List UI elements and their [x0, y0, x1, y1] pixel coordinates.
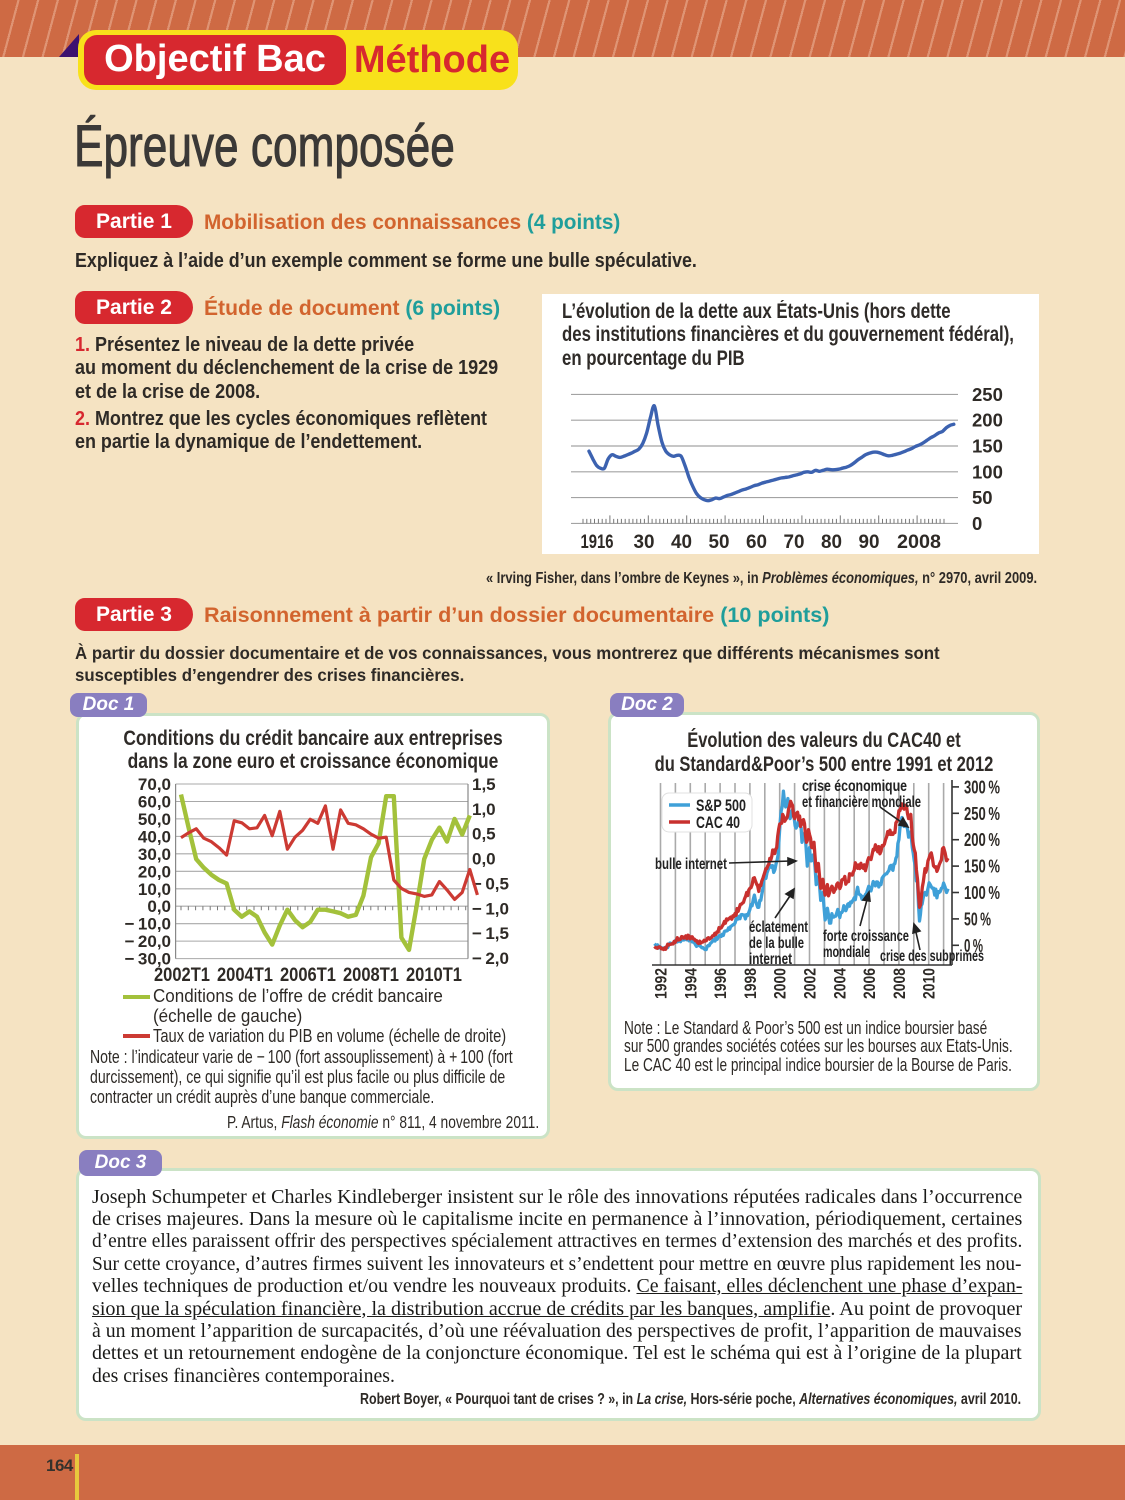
svg-text:100 %: 100 %: [964, 882, 1000, 903]
svg-text:200: 200: [972, 410, 1003, 431]
svg-text:50: 50: [709, 532, 730, 553]
svg-text:200 %: 200 %: [964, 829, 1000, 850]
svg-text:250 %: 250 %: [964, 803, 1000, 824]
svg-text:1994: 1994: [681, 968, 700, 999]
svg-text:− 2,0: − 2,0: [472, 949, 509, 968]
svg-text:10,0: 10,0: [138, 880, 171, 899]
svg-text:80: 80: [821, 532, 842, 553]
svg-text:2002T1: 2002T1: [154, 965, 210, 986]
svg-text:1,0: 1,0: [472, 800, 496, 819]
svg-text:− 1,5: − 1,5: [472, 924, 509, 943]
svg-text:40: 40: [671, 532, 692, 553]
svg-text:2002: 2002: [801, 968, 820, 999]
svg-text:100: 100: [972, 461, 1003, 482]
svg-text:0 %: 0 %: [964, 935, 983, 956]
svg-text:forte croissance: forte croissance: [823, 928, 909, 945]
svg-text:crise économique: crise économique: [802, 778, 907, 795]
svg-text:et financière mondiale: et financière mondiale: [802, 794, 921, 811]
svg-text:150: 150: [972, 436, 1003, 457]
svg-text:150 %: 150 %: [964, 856, 1000, 877]
svg-text:70,0: 70,0: [138, 775, 171, 794]
svg-text:1916: 1916: [581, 532, 614, 553]
svg-text:− 0,5: − 0,5: [472, 874, 509, 893]
svg-text:2010: 2010: [920, 968, 939, 999]
svg-text:2000: 2000: [771, 968, 790, 999]
svg-text:0,0: 0,0: [147, 897, 171, 916]
svg-text:70: 70: [784, 532, 805, 553]
svg-text:0: 0: [972, 513, 982, 534]
svg-text:2008T1: 2008T1: [343, 965, 399, 986]
svg-text:2004T1: 2004T1: [217, 965, 273, 986]
svg-text:2004: 2004: [830, 968, 849, 999]
svg-text:30,0: 30,0: [138, 845, 171, 864]
svg-text:0,5: 0,5: [472, 825, 496, 844]
svg-text:2008: 2008: [897, 532, 941, 553]
svg-text:S&P 500: S&P 500: [696, 797, 746, 815]
svg-text:bulle internet: bulle internet: [655, 856, 727, 873]
svg-text:− 30,0: − 30,0: [125, 950, 171, 969]
svg-text:250: 250: [972, 384, 1003, 405]
svg-text:de la bulle: de la bulle: [749, 935, 804, 952]
svg-text:2006T1: 2006T1: [280, 965, 336, 986]
svg-text:50 %: 50 %: [964, 908, 991, 929]
svg-text:− 10,0: − 10,0: [125, 915, 171, 934]
svg-text:2008: 2008: [890, 968, 909, 999]
svg-text:éclatement: éclatement: [749, 919, 808, 936]
svg-text:− 20,0: − 20,0: [125, 932, 171, 951]
svg-text:90: 90: [859, 532, 880, 553]
svg-text:60,0: 60,0: [138, 793, 171, 812]
svg-text:1,5: 1,5: [472, 775, 496, 794]
svg-text:40,0: 40,0: [138, 827, 171, 846]
svg-text:2006: 2006: [860, 968, 879, 999]
svg-text:− 1,0: − 1,0: [472, 899, 509, 918]
svg-text:50,0: 50,0: [138, 810, 171, 829]
svg-text:1996: 1996: [711, 968, 730, 999]
svg-text:300 %: 300 %: [964, 776, 1000, 797]
svg-text:2010T1: 2010T1: [406, 965, 462, 986]
svg-text:30: 30: [634, 532, 655, 553]
svg-text:mondiale: mondiale: [823, 944, 870, 961]
svg-text:1998: 1998: [741, 968, 760, 999]
svg-text:20,0: 20,0: [138, 862, 171, 881]
svg-text:crise des subprimes: crise des subprimes: [880, 948, 984, 965]
svg-text:CAC 40: CAC 40: [696, 814, 740, 832]
svg-text:0,0: 0,0: [472, 850, 496, 869]
svg-text:60: 60: [746, 532, 767, 553]
svg-text:1992: 1992: [652, 968, 671, 999]
svg-text:50: 50: [972, 487, 993, 508]
svg-text:internet: internet: [749, 951, 792, 968]
